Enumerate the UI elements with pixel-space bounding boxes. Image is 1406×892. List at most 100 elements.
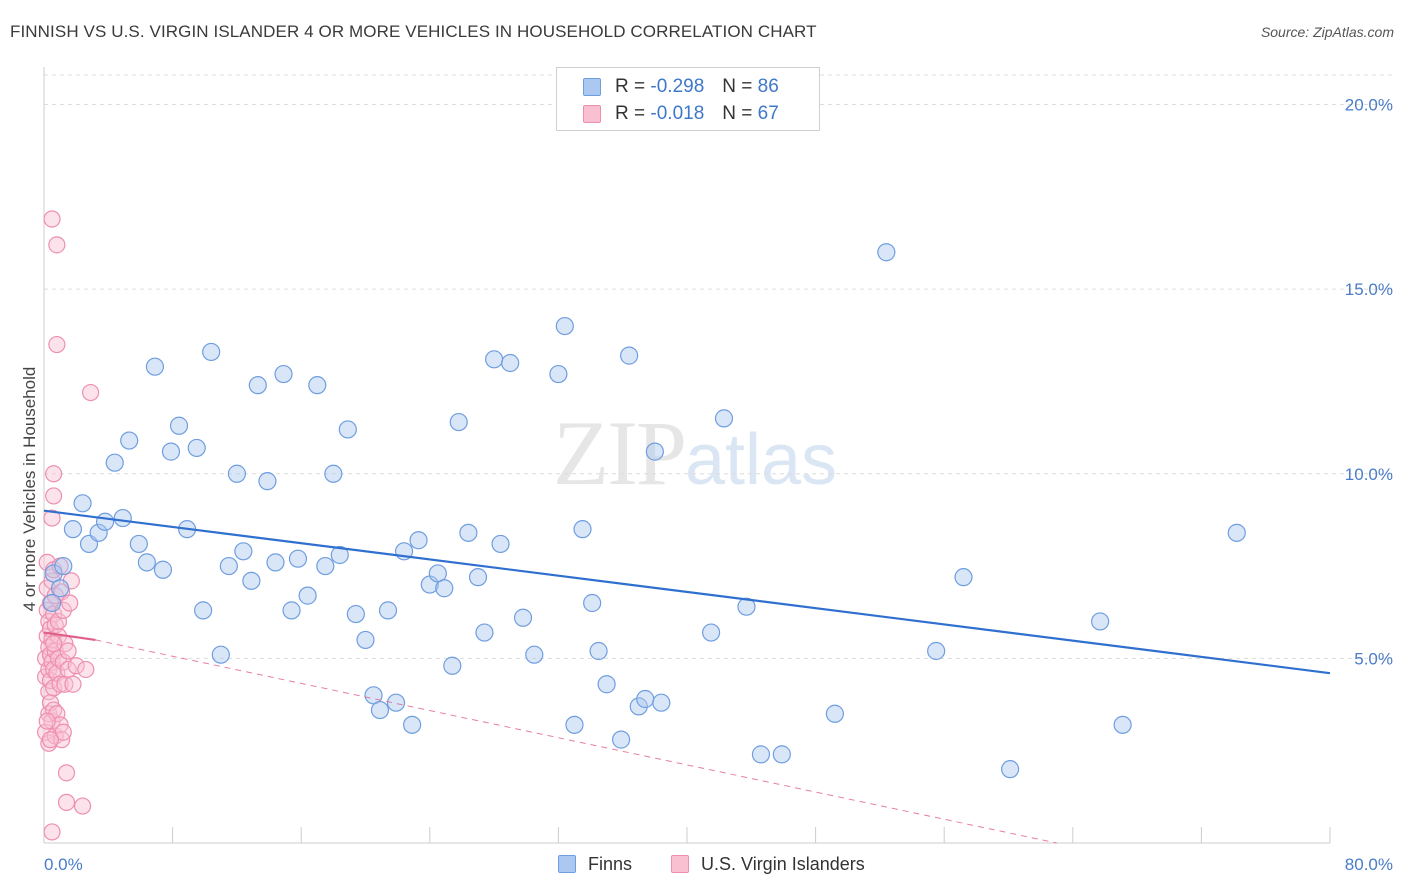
y-tick-label: 10.0% [1345, 465, 1393, 484]
legend-r-label: R = [615, 103, 646, 124]
data-point-finns [737, 597, 756, 616]
bottom-legend-finns[interactable]: Finns [558, 852, 632, 876]
data-point-virgin-islanders [73, 797, 92, 815]
data-point-finns [501, 353, 520, 373]
trend-line-virgin-islanders [43, 631, 96, 642]
data-point-finns [597, 675, 616, 694]
data-point-finns [153, 560, 173, 579]
y-tick-label: 5.0% [1354, 649, 1393, 668]
data-point-virgin-islanders [54, 723, 72, 741]
data-point-virgin-islanders [61, 594, 79, 612]
data-point-virgin-islanders [45, 487, 63, 505]
data-point-finns [491, 534, 510, 554]
data-point-finns [877, 243, 896, 262]
data-point-finns [702, 623, 721, 642]
data-point-finns [435, 579, 454, 598]
data-point-finns [242, 571, 261, 590]
data-point-finns [105, 453, 124, 472]
data-point-finns [63, 520, 83, 539]
data-point-finns [330, 545, 349, 565]
data-point-virgin-islanders [43, 509, 61, 527]
watermark-zip: ZIP [553, 402, 687, 504]
data-point-finns [636, 689, 655, 709]
data-point-finns [825, 704, 844, 723]
data-point-finns [583, 593, 602, 613]
data-point-finns [555, 316, 574, 336]
data-point-finns [652, 693, 671, 712]
data-point-finns [194, 601, 213, 620]
data-point-finns [187, 438, 206, 458]
data-point-virgin-islanders [77, 660, 95, 679]
data-point-finns [338, 420, 357, 439]
data-point-finns [714, 409, 734, 428]
data-point-finns [356, 630, 375, 650]
series-finns [42, 243, 1246, 779]
data-point-virgin-islanders [57, 764, 76, 782]
legend-n-label: N = [722, 76, 753, 97]
data-point-finns [219, 556, 238, 576]
data-point-finns [298, 586, 317, 605]
data-point-virgin-islanders [45, 635, 63, 653]
axes [43, 67, 1331, 844]
source-label: Source: ZipAtlas.com [1260, 24, 1394, 40]
data-point-finns [42, 593, 62, 613]
data-point-finns [443, 656, 462, 675]
data-point-finns [1113, 715, 1132, 734]
data-point-virgin-islanders [41, 731, 60, 749]
axis-labels: 5.0% 10.0% 15.0% 20.0% 0.0% 80.0% 4 or more Ve… [20, 96, 1393, 874]
correlation-legend: R = -0.298 N = 86 R = -0.018 N = 67 [556, 67, 820, 131]
data-point-virgin-islanders [51, 675, 69, 693]
data-point-finns [751, 745, 771, 764]
data-point-finns [137, 553, 156, 572]
y-axis-label: 4 or more Vehicles in Household [20, 367, 39, 612]
data-point-finns [282, 601, 301, 620]
bottom-legend-virgin-islanders[interactable]: U.S. Virgin Islanders [671, 852, 865, 876]
legend-r-label: R = [615, 76, 646, 97]
bottom-legend-label-finns: Finns [588, 853, 633, 874]
data-point-finns [211, 645, 230, 664]
trend-line-finns [43, 509, 1331, 675]
data-point-virgin-islanders [45, 465, 63, 483]
data-point-finns [169, 416, 189, 435]
data-point-finns [54, 556, 73, 576]
data-point-virgin-islanders [48, 236, 66, 254]
data-point-finns [113, 508, 132, 528]
data-point-finns [645, 442, 664, 461]
x-tick-label: 80.0% [1345, 855, 1393, 874]
data-point-finns [95, 512, 115, 531]
watermark: ZIPatlas [553, 400, 837, 506]
data-point-finns [1091, 612, 1110, 631]
trend-line-virgin-islanders-dashed [95, 639, 1057, 844]
legend-row-finns: R = -0.298 N = 86 [583, 75, 779, 99]
data-point-virgin-islanders [43, 210, 61, 228]
legend-n-label: N = [722, 103, 753, 124]
data-point-virgin-islanders [43, 823, 61, 841]
data-point-finns [386, 693, 406, 712]
data-point-finns [89, 523, 108, 542]
data-point-finns [409, 531, 428, 550]
legend-n-value: 86 [757, 76, 779, 97]
data-point-finns [611, 730, 631, 749]
data-point-virgin-islanders [82, 383, 100, 402]
data-point-finns [370, 700, 390, 720]
data-point-virgin-islanders [49, 612, 68, 631]
data-point-finns [129, 534, 148, 554]
x-tick-label: 0.0% [44, 855, 83, 874]
data-point-finns [324, 464, 343, 483]
data-point-finns [50, 579, 70, 598]
data-point-finns [589, 641, 608, 661]
legend-row-virgin-islanders: R = -0.018 N = 67 [583, 102, 779, 126]
data-point-finns [629, 697, 648, 716]
data-point-finns [475, 623, 494, 642]
data-point-finns [573, 520, 592, 539]
watermark-atlas: atlas [685, 420, 838, 500]
data-point-finns [468, 568, 488, 587]
data-point-finns [73, 494, 92, 513]
data-point-finns [120, 431, 139, 450]
data-point-finns [202, 342, 221, 362]
legend-r-value: -0.018 [650, 103, 705, 124]
data-point-virgin-islanders [48, 335, 66, 354]
series-virgin-islanders [37, 210, 100, 841]
data-point-finns [1001, 760, 1020, 779]
legend-swatch-finns [583, 78, 601, 96]
